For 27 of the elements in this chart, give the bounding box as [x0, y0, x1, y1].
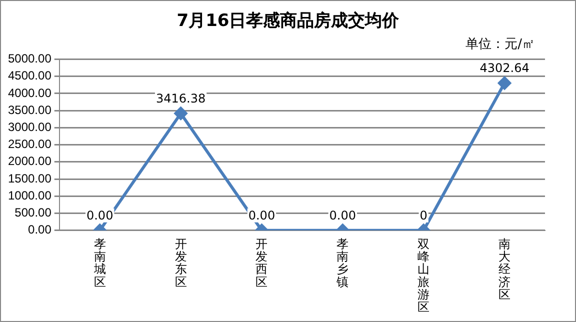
y-tick-label: 1500.00	[8, 171, 52, 186]
point	[174, 106, 188, 120]
y-tick-label: 2000.00	[8, 154, 52, 168]
data-label: 0	[420, 208, 428, 223]
y-tick-label: 2500.00	[8, 137, 52, 152]
text: 单位：元/㎡	[466, 36, 535, 53]
x-tick-label: 孝南乡镇	[336, 237, 349, 289]
chart-title: 7月16日孝感商品房成交均价	[176, 10, 400, 32]
y-tick-label: 4500.00	[8, 68, 52, 83]
y-tick-label: 1000.00	[8, 188, 52, 202]
data-label: 0.00	[329, 208, 356, 223]
y-tick-label: 4000.00	[8, 86, 52, 100]
x-tick-label: 开发西区	[256, 237, 268, 289]
data-label: 3416.38	[156, 92, 206, 106]
point	[498, 76, 512, 90]
x-tick-label: 开发东区	[174, 237, 187, 289]
y-tick-label: 0.00	[28, 222, 52, 237]
y-tick-label: 500.00	[14, 206, 52, 220]
data-label: 4302.64	[480, 61, 530, 76]
y-tick-label: 3000.00	[8, 120, 52, 134]
x-tick-label: 双峰山旅游区	[418, 237, 430, 314]
x-tick-label: 孝南城区	[92, 237, 106, 289]
x-tick-label: 南大经济区	[498, 237, 511, 302]
y-tick-label: 3500.00	[8, 102, 52, 117]
data-label: 0.00	[86, 208, 114, 223]
y-tick-label: 5000.00	[8, 52, 52, 66]
data-label: 0.00	[248, 208, 276, 223]
